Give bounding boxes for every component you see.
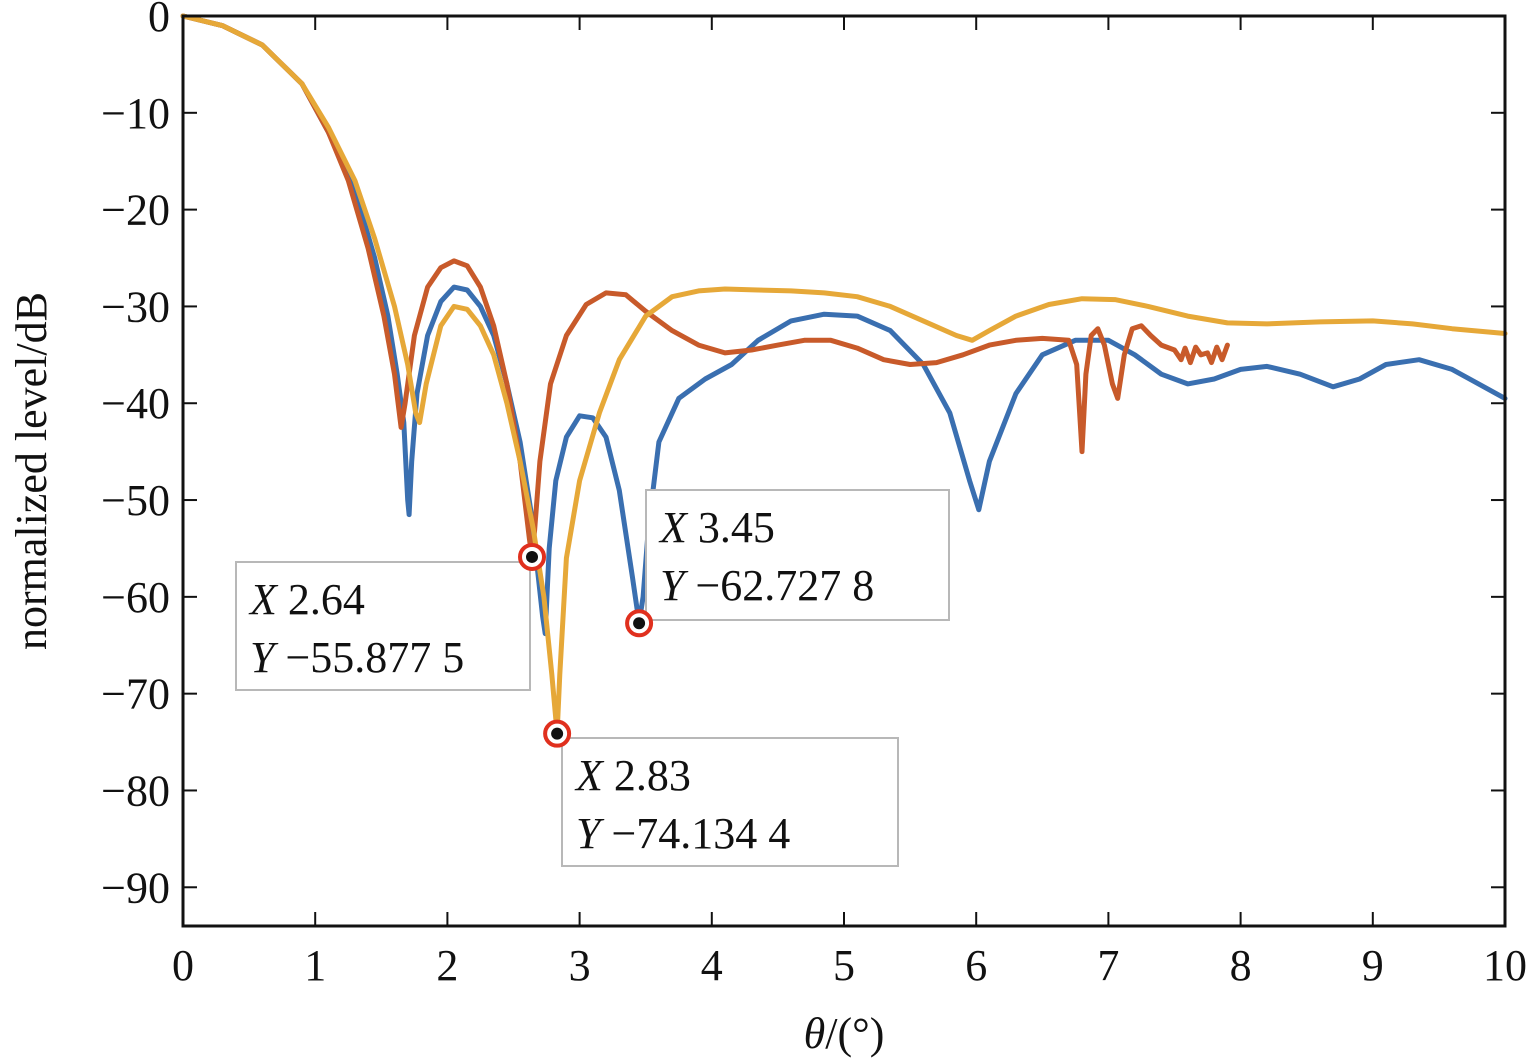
datatip-y-value: −62.727 8 xyxy=(684,561,874,610)
datatip-marker-dot xyxy=(526,550,539,563)
y-axis-title: normalized level/dB xyxy=(7,292,56,650)
datatip-box xyxy=(235,561,531,691)
y-tick-label: −40 xyxy=(101,379,170,428)
datatip-x-value: 3.45 xyxy=(687,503,775,552)
x-axis-title: θ/(°) xyxy=(804,1009,885,1058)
x-tick-label: 7 xyxy=(1097,941,1119,990)
x-tick-label: 5 xyxy=(833,941,855,990)
datatip-x-letter: X xyxy=(248,575,279,624)
y-tick-label: −10 xyxy=(101,89,170,138)
y-tick-label: −70 xyxy=(101,670,170,719)
datatip-x-line: X 2.64 xyxy=(248,575,365,624)
datatip-box xyxy=(645,489,950,621)
datatip-y-value: −55.877 5 xyxy=(274,633,464,682)
datatip-x-letter: X xyxy=(658,503,689,552)
x-tick-label: 9 xyxy=(1362,941,1384,990)
datatip-marker-dot xyxy=(551,727,564,740)
datatip[interactable]: X 3.45 Y −62.727 8 xyxy=(625,489,950,638)
datatip-y-line: Y −62.727 8 xyxy=(660,561,874,610)
y-tick-label: −60 xyxy=(101,573,170,622)
datatips-layer: X 2.64 Y −55.877 5 X 3.45 Y −62.727 8 X 2.83… xyxy=(235,489,950,867)
x-tick-label: 2 xyxy=(436,941,458,990)
y-tick-label: 0 xyxy=(148,0,170,41)
x-axis-title-symbol: θ xyxy=(804,1009,826,1058)
x-tick-label: 6 xyxy=(965,941,987,990)
y-tick-label: −50 xyxy=(101,476,170,525)
datatip-x-value: 2.83 xyxy=(603,751,691,800)
datatip[interactable]: X 2.83 Y −74.134 4 xyxy=(543,719,899,867)
datatip-y-letter: Y xyxy=(250,633,279,682)
y-tick-label: −30 xyxy=(101,282,170,331)
y-tick-label: −90 xyxy=(101,863,170,912)
datatip-y-letter: Y xyxy=(576,809,605,858)
x-axis-title-unit: /(°) xyxy=(825,1009,884,1058)
datatip[interactable]: X 2.64 Y −55.877 5 xyxy=(235,542,547,691)
datatip-marker-dot xyxy=(633,617,646,630)
x-tick-label: 0 xyxy=(172,941,194,990)
x-tick-label: 1 xyxy=(304,941,326,990)
datatip-x-letter: X xyxy=(574,751,605,800)
datatip-x-value: 2.64 xyxy=(277,575,365,624)
datatip-x-line: X 3.45 xyxy=(658,503,775,552)
x-tick-label: 3 xyxy=(569,941,591,990)
datatip-y-line: Y −55.877 5 xyxy=(250,633,464,682)
series-line-3 xyxy=(180,13,1508,736)
series-line-2 xyxy=(180,13,1230,560)
datatip-box xyxy=(561,737,899,867)
x-tick-label: 8 xyxy=(1230,941,1252,990)
datatip-y-letter: Y xyxy=(660,561,689,610)
y-tick-label: −20 xyxy=(101,186,170,235)
ticks-layer: 0 1 2 3 4 5 6 7 8 9 10 0 −10 −20 −30 −40 −50 −60 −70 −80 −90 xyxy=(101,0,1527,990)
y-tick-label: −80 xyxy=(101,766,170,815)
x-tick-label: 10 xyxy=(1483,941,1527,990)
datatip-x-line: X 2.83 xyxy=(574,751,691,800)
datatip-y-line: Y −74.134 4 xyxy=(576,809,790,858)
x-tick-label: 4 xyxy=(701,941,723,990)
datatip-y-value: −74.134 4 xyxy=(600,809,790,858)
